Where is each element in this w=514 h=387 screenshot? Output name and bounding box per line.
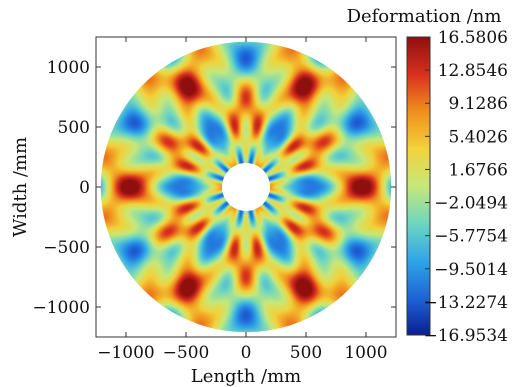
- colorbar-tick-label: −9.5014: [434, 260, 508, 280]
- center-hole: [222, 163, 270, 211]
- colorbar-tick-label: 9.1286: [449, 94, 508, 114]
- y-tick-label: 0: [79, 178, 90, 198]
- y-tick-label: 500: [58, 118, 90, 138]
- x-tick-label: 1000: [344, 343, 387, 363]
- y-tick-label: −500: [43, 238, 90, 258]
- colorbar-tick-label: 16.5806: [438, 28, 508, 48]
- y-tick-label: −1000: [32, 298, 90, 318]
- colorbar-tick-label: −5.7754: [434, 227, 508, 247]
- colorbar-tick-label: 12.8546: [438, 61, 508, 81]
- y-tick-label: 1000: [47, 58, 90, 78]
- colorbar-tick-label: −13.2274: [423, 293, 508, 313]
- x-axis-label: Length /mm: [191, 366, 301, 387]
- colorbar-title: Deformation /nm: [347, 6, 502, 27]
- colorbar-tick-label: 5.4026: [449, 127, 508, 147]
- x-axis-ticks: −1000 −500 0 500 1000: [97, 37, 388, 363]
- colorbar-ticks: 16.5806 12.8546 9.1286 5.4026 1.6766 −2.0494 −…: [423, 28, 508, 346]
- y-axis-ticks: 1000 500 0 −500 −1000: [32, 58, 396, 318]
- x-tick-label: −500: [163, 343, 210, 363]
- colorbar: [406, 36, 431, 336]
- colorbar-tick-label: 1.6766: [449, 160, 508, 180]
- x-tick-label: 500: [290, 343, 322, 363]
- y-axis-label: Width /mm: [10, 137, 31, 237]
- colorbar-tick-label: −2.0494: [434, 194, 508, 214]
- x-tick-label: 0: [241, 343, 252, 363]
- colorbar-tick-label: −16.9534: [423, 326, 508, 346]
- x-tick-label: −1000: [97, 343, 155, 363]
